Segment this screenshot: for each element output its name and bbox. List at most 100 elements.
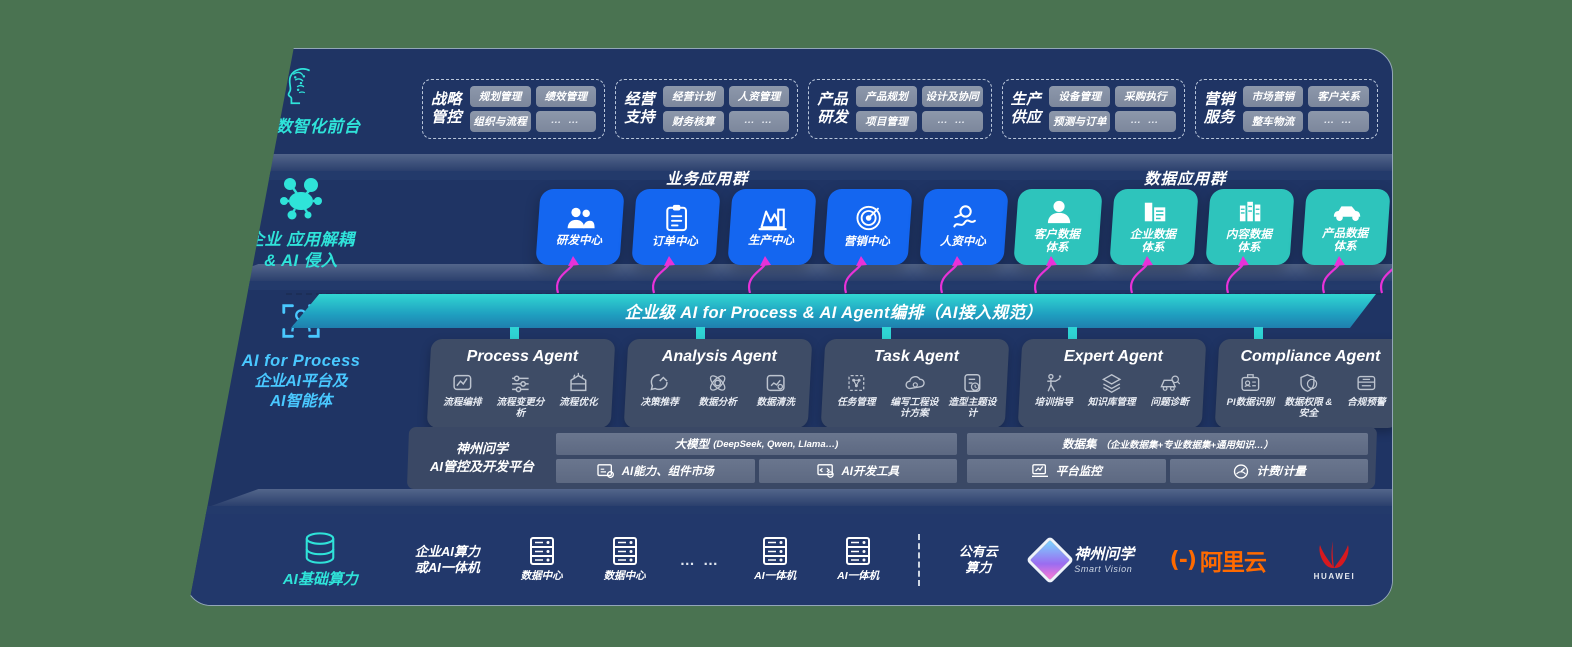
platform-cell-label: AI开发工具 [841,466,900,478]
group-strategy-name: 战略 管控 [431,91,462,126]
group-marketing-service[interactable]: 营销 服务 市场营销 客户关系 整车物流 … … [1194,79,1379,139]
agent-title: Process Agent [466,348,579,365]
agent-feature[interactable]: 决策推荐 [632,372,688,408]
chip[interactable]: … … [1308,111,1370,132]
platform-models-bar[interactable]: 大模型 (DeepSeek, Qwen, Llama…) [556,433,957,455]
infrastructure-layer: AI基础算力 企业AI算力 或AI一体机 [188,514,1392,605]
server-icon [763,537,788,566]
agent-card-analysis[interactable]: Analysis Agent 决策推荐 [623,339,813,429]
group-product-rd[interactable]: 产品 研发 产品规划 设计及协同 项目管理 … … [808,79,992,139]
app-card-marketing-center[interactable]: 营销中心 [823,189,913,265]
agent-feature-label: 问题诊断 [1150,397,1189,408]
group-production-supply[interactable]: 生产 供应 设备管理 采购执行 预测与订单 … … [1001,79,1185,139]
agent-feature[interactable]: 数据权限 & 安全 [1280,372,1336,419]
agent-feature[interactable]: 造型主题设计 [944,372,1000,419]
cloud-gear-icon [905,376,925,390]
chip[interactable]: … … [728,111,790,132]
agent-card-expert[interactable]: Expert Agent 培训指导 [1017,339,1207,429]
platform-cell-monitor[interactable]: 平台监控 [967,459,1166,483]
chip[interactable]: 财务核算 [663,111,724,132]
infra-item-ai-appliance-2[interactable]: AI一体机 [817,536,900,583]
chip[interactable]: 组织与流程 [469,111,531,132]
group-production-supply-name: 生产 供应 [1010,91,1042,126]
platform-cell-market[interactable]: AI能力、组件市场 [556,459,755,483]
agent-feature[interactable]: 知识库管理 [1084,372,1140,408]
agent-feature-label: 流程编排 [443,397,482,408]
chip[interactable]: 绩效管理 [535,86,597,107]
agent-feature[interactable]: 流程变更分析 [492,372,548,419]
aliyun-name: 阿里云 [1199,549,1267,575]
app-card-order-center[interactable]: 订单中心 [631,189,721,265]
chip[interactable]: … … [535,111,597,132]
agent-feature[interactable]: 流程编排 [434,372,490,419]
data-card-enterprise[interactable]: 企业数据 体系 [1109,189,1199,265]
chip[interactable]: 设备管理 [1049,86,1111,107]
agent-feature[interactable]: 培训指导 [1026,372,1082,408]
chip[interactable]: 设计及协同 [921,86,983,107]
users-icon [567,208,595,229]
platform-cell-billing[interactable]: 计费/计量 [1169,459,1368,483]
app-card-rd-center[interactable]: 研发中心 [535,189,625,265]
chip[interactable]: 客户关系 [1308,86,1370,107]
platform-cell-devtool[interactable]: AI开发工具 [758,459,957,483]
agent-feature[interactable]: 问题诊断 [1142,372,1198,408]
person-chart-icon [953,205,976,228]
agent-feature[interactable]: 任务管理 [828,372,884,419]
group-operations[interactable]: 经营 支持 经营计划 人资管理 财务核算 … … [615,79,799,139]
agent-card-task[interactable]: Task Agent 任务管理 [820,339,1010,429]
data-card-content[interactable]: 内容数据 体系 [1205,189,1295,265]
chip[interactable]: 项目管理 [856,111,917,132]
chip[interactable]: … … [1115,111,1176,132]
agent-card-compliance[interactable]: Compliance Agent PI数据识别 [1214,339,1392,429]
diagnose-icon [1160,375,1181,391]
target-icon [856,206,881,231]
chip[interactable]: 经营计划 [663,86,724,107]
agent-feature[interactable]: 数据分析 [690,372,746,408]
data-card-product[interactable]: 产品数据 体系 [1301,189,1391,265]
agent-feature[interactable]: 编写工程设计方案 [886,372,942,419]
app-card-hr-center[interactable]: 人资中心 [919,189,1009,265]
agent-cards: Process Agent 流程编排 [426,339,1392,429]
logo-aliyun[interactable]: (-) 阿里云 [1149,543,1287,577]
group-strategy[interactable]: 战略 管控 规划管理 绩效管理 组织与流程 … … [422,79,606,139]
design-clock-icon [964,374,981,392]
data-apps-title: 数据应用群 [1144,171,1227,188]
app-card-label: 生产中心 [747,235,794,248]
data-clean-icon [766,374,785,392]
front-office-groups: 战略 管控 规划管理 绩效管理 组织与流程 … … 经营 支持 经营计划 [422,79,1379,139]
ai-orchestration-bar[interactable]: 企业级 AI for Process & AI Agent编排（AI接入规范） [291,294,1376,328]
chip[interactable]: … … [921,111,983,132]
chip[interactable]: 规划管理 [469,86,531,107]
infra-item-ai-appliance-1[interactable]: AI一体机 [734,536,817,583]
chip[interactable]: 市场营销 [1242,86,1304,107]
chip[interactable]: 整车物流 [1242,111,1304,132]
documents-icon [1239,201,1261,222]
platform-datasets-bar[interactable]: 数据集 （企业数据集+专业数据集+通用知识…） [967,433,1368,455]
logo-smart-vision[interactable]: 神州问学 Smart Vision [1019,535,1149,585]
data-app-cards: 客户数据 体系 企业数据 体系 [1013,189,1392,265]
data-card-label: 企业数据 体系 [1129,228,1176,254]
app-card-production-center[interactable]: 生产中心 [727,189,817,265]
agent-feature[interactable]: 数据清洗 [748,372,804,408]
agent-title: Expert Agent [1063,348,1163,365]
agent-feature[interactable]: 流程优化 [550,372,606,419]
chip[interactable]: 人资管理 [728,86,790,107]
agent-feature[interactable]: PI数据识别 [1222,372,1278,419]
chip[interactable]: 产品规划 [856,86,917,107]
agent-feature[interactable]: 合规预警 [1338,372,1392,419]
building-icon [1144,202,1166,222]
infra-item-datacenter-2[interactable]: 数据中心 [583,536,666,583]
infra-item-public-cloud[interactable]: 公有云 算力 [938,544,1019,577]
logo-huawei[interactable]: HUAWEI [1287,540,1382,581]
chip[interactable]: 采购执行 [1115,86,1176,107]
agent-card-process[interactable]: Process Agent 流程编排 [426,339,616,429]
data-card-customer[interactable]: 客户数据 体系 [1013,189,1103,265]
platform-col-models: 大模型 (DeepSeek, Qwen, Llama…) AI能力、组件市场 [556,433,957,483]
clipboard-icon [666,205,687,232]
chip[interactable]: 预测与订单 [1049,111,1111,132]
infra-item-label: 数据中心 [603,570,646,583]
infra-item-enterprise-compute[interactable]: 企业AI算力 或AI一体机 [395,544,500,577]
infra-item-datacenter-1[interactable]: 数据中心 [500,536,583,583]
infra-public-cloud-label: 公有云 算力 [958,543,998,575]
